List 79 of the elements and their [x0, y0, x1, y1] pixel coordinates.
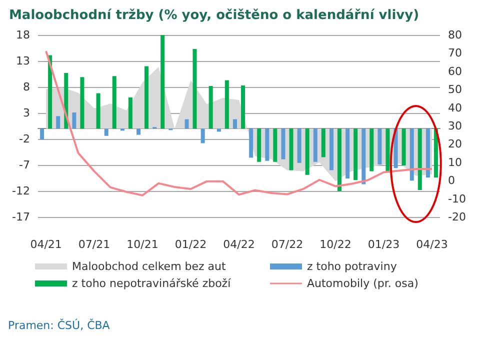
- bar: [273, 128, 278, 162]
- bar: [321, 128, 326, 158]
- y-tick-label: -17: [12, 210, 30, 224]
- bar: [362, 128, 366, 184]
- line-series: [45, 50, 433, 196]
- bar: [281, 128, 286, 160]
- bar: [378, 128, 382, 164]
- bar: [370, 128, 374, 172]
- legend-label: z toho nepotravinářské zboží: [72, 277, 232, 290]
- bar: [305, 128, 310, 175]
- bar: [56, 116, 60, 129]
- bar: [72, 112, 76, 129]
- legend-label: z toho potraviny: [307, 260, 398, 273]
- bar: [160, 35, 165, 129]
- bar: [184, 119, 189, 129]
- bar: [112, 76, 116, 129]
- bar: [192, 49, 197, 129]
- bar: [96, 93, 100, 129]
- bar: [426, 128, 430, 178]
- bar: [40, 128, 44, 140]
- bar: [128, 97, 132, 129]
- x-tick-label: 04/22: [223, 238, 255, 251]
- y-tick-label: 3: [23, 106, 30, 120]
- bar: [216, 128, 221, 132]
- x-tick-label: 10/21: [126, 238, 158, 251]
- bar: [200, 128, 205, 144]
- x-tick-label: 07/21: [78, 238, 110, 251]
- bar: [104, 128, 108, 136]
- legend-label: Automobily (pr. osa): [307, 277, 418, 290]
- text: Pramen: ČSÚ, ČBA: [8, 318, 110, 332]
- bar: [289, 128, 294, 170]
- y2-tick-label: 40: [448, 101, 462, 114]
- bar: [224, 80, 229, 129]
- x-tick-label: 04/23: [416, 238, 448, 251]
- y-tick-label: 8: [23, 80, 30, 94]
- x-tick-label: 07/22: [271, 238, 304, 251]
- bar: [233, 119, 237, 129]
- bar: [80, 77, 84, 129]
- x-tick-label: 10/22: [320, 238, 352, 251]
- y2-tick-label: 10: [448, 156, 462, 169]
- y-tick-label: 18: [16, 28, 30, 42]
- bar: [329, 128, 334, 170]
- y-tick-label: -12: [12, 184, 30, 198]
- x-tick-label: 01/22: [174, 238, 207, 251]
- y2-tick-label: 70: [448, 46, 462, 60]
- x-tick-label: 01/23: [368, 238, 400, 251]
- y2-tick-label: 0: [448, 174, 455, 188]
- bar: [313, 128, 318, 162]
- bar: [257, 128, 262, 162]
- y-tick-label: 13: [16, 54, 30, 68]
- bar: [354, 128, 358, 180]
- legend-label: Maloobchod celkem bez aut: [72, 260, 227, 273]
- bar: [418, 128, 422, 190]
- bar: [410, 128, 414, 181]
- x-tick-label: 04/21: [30, 238, 62, 251]
- y2-tick-label: 20: [448, 138, 462, 151]
- bar: [394, 128, 398, 168]
- y2-tick-label: -20: [448, 210, 466, 224]
- bar: [241, 85, 245, 129]
- y2-tick-label: 30: [448, 120, 462, 132]
- bar: [208, 86, 213, 129]
- bar: [337, 128, 342, 191]
- bar: [386, 128, 390, 172]
- bar: [402, 128, 406, 166]
- bar: [434, 128, 438, 178]
- y2-tick-label: -10: [448, 192, 466, 206]
- y2-tick-label: 50: [448, 83, 462, 96]
- chart-title: Maloobchodní tržby (% yoy, očištěno o kalendářní vlivy): [9, 8, 420, 23]
- bar: [144, 66, 149, 129]
- bar: [297, 128, 302, 163]
- bar: [136, 128, 141, 135]
- y2-tick-label: 80: [448, 28, 462, 42]
- y-tick-label: -2: [19, 132, 30, 146]
- bar: [249, 128, 254, 158]
- bar: [346, 128, 350, 179]
- bar: [265, 128, 270, 161]
- y2-tick-label: 60: [448, 64, 462, 78]
- y-tick-label: -7: [19, 158, 30, 172]
- bar: [48, 55, 52, 129]
